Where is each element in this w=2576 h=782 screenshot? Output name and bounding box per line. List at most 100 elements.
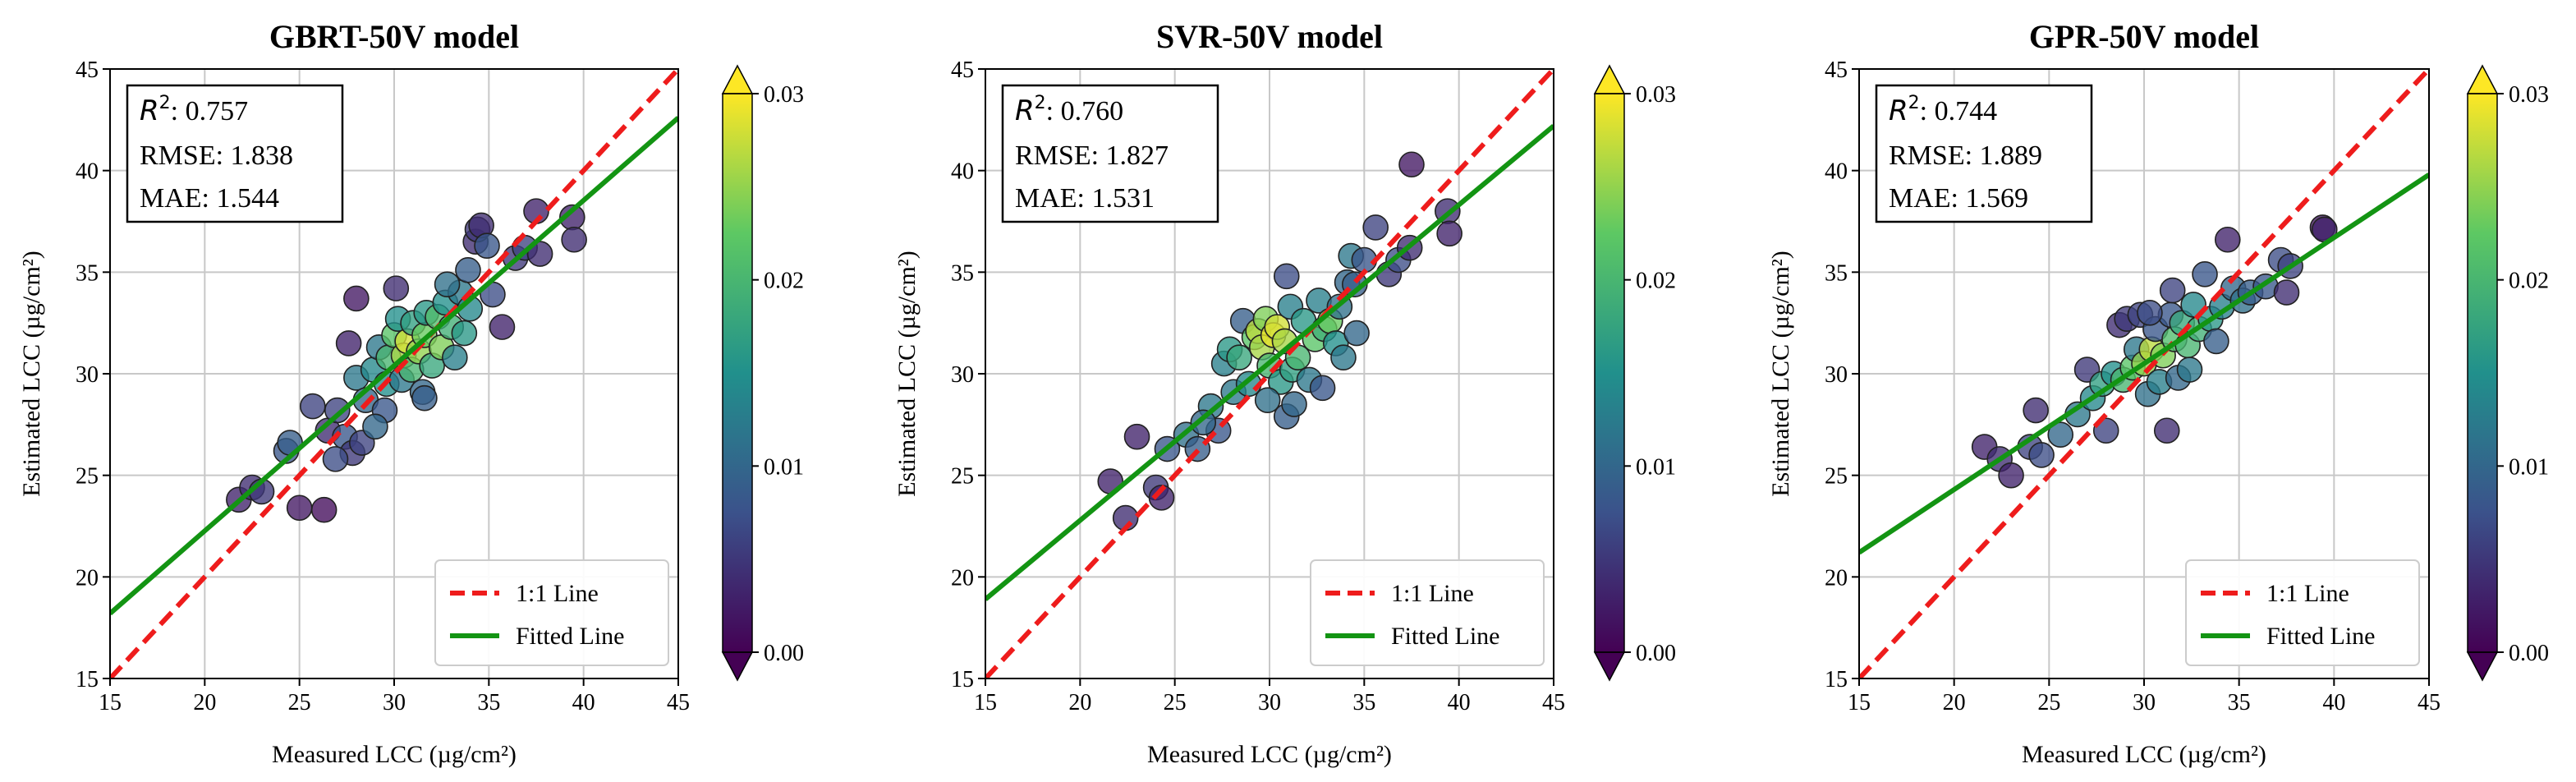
x-axis-label: Measured LCC (µg/cm²) [272,741,517,768]
x-tick-label: 30 [2133,690,2156,715]
legend-label-fitted: Fitted Line [2266,623,2375,650]
colorbar: 0.00 0.01 0.02 0.03 [721,64,804,682]
scatter-point [300,393,326,420]
scatter-point [310,496,337,523]
mae-value: MAE: 1.531 [1015,183,1155,214]
x-tick-label: 30 [383,690,406,715]
y-axis-label: Estimated LCC (µg/cm²) [893,251,921,497]
stats-box: R2: 0.760 RMSE: 1.827 MAE: 1.531 [1001,84,1219,223]
r2-superscript: 2 [159,93,171,113]
one-to-one-line [985,69,1554,678]
legend-label-one-to-one: 1:1 Line [516,580,599,607]
scatter-point [322,446,349,472]
scatter-point [1254,387,1281,413]
y-tick-label: 25 [1825,464,1848,490]
colorbar-tick-label: 0.01 [2509,454,2549,480]
scatter-point [2214,226,2241,253]
scatter-point [286,494,313,522]
y-tick-label: 45 [76,58,99,83]
reference-lines [1859,69,2429,678]
colorbar-extend-min [721,651,754,682]
rmse-value: RMSE: 1.838 [140,140,293,171]
scatter-point [2159,277,2186,304]
y-axis-label: Estimated LCC (µg/cm²) [1767,251,1794,497]
stats-box-frame [1875,84,2093,223]
colorbar-frame [722,93,753,653]
scatter-point [1343,320,1370,347]
colorbar-tick-label: 0.00 [764,641,804,666]
colorbar-tick-label: 0.02 [1636,269,1676,294]
y-tick-label: 35 [76,260,99,286]
mae-value: MAE: 1.544 [140,183,279,214]
colorbar-tick-label: 0.01 [764,454,804,480]
scatter-point [2047,421,2074,448]
scatter-point [383,275,410,301]
stats-box: R2: 0.744 RMSE: 1.889 MAE: 1.569 [1875,84,2093,223]
x-tick-label: 25 [288,690,311,715]
scatter-point [1436,220,1462,247]
colorbar-gradient [723,94,752,652]
scatter-point [451,320,478,347]
scatter-point [2273,279,2300,306]
colorbar-tick-label: 0.02 [764,269,804,294]
one-to-one-line [110,69,678,678]
legend-label-fitted: Fitted Line [1391,623,1499,650]
x-tick-label: 20 [193,690,216,715]
y-tick-label: 25 [76,464,99,490]
colorbar-extend-max [721,64,754,94]
scatter-point [474,232,500,259]
chart-title: GPR-50V model [2029,18,2259,55]
y-tick-label: 35 [951,260,974,286]
y-tick-label: 15 [951,667,974,692]
scatter-point [1148,485,1175,511]
scatter-point [1309,375,1336,402]
stats-box-frame [1001,84,1219,223]
chart-title: SVR-50V model [1156,18,1383,55]
legend: 1:1 Line Fitted Line [434,559,669,666]
scatter-point [2203,328,2229,355]
legend: 1:1 Line Fitted Line [1310,559,1545,666]
r2-number: : 0.744 [1920,96,1997,126]
x-tick-label: 15 [1848,690,1871,715]
legend-label-one-to-one: 1:1 Line [2266,580,2349,607]
y-axis-label: Estimated LCC (µg/cm²) [18,251,45,497]
r2-symbol: R [140,94,159,127]
scatter-points [1097,151,1462,531]
colorbar-gradient [2468,94,2497,652]
r2-value: R2: 0.744 [1889,93,1997,127]
scatter-point [434,271,461,297]
x-tick-label: 40 [1448,690,1471,715]
x-tick-label: 40 [572,690,595,715]
y-tick-label: 30 [951,362,974,388]
rmse-value: RMSE: 1.827 [1015,140,1169,171]
r2-value: R2: 0.757 [140,93,248,127]
y-tick-label: 45 [951,58,974,83]
scatter-point [1190,409,1217,436]
y-tick-label: 45 [1825,58,1848,83]
one-to-one-line [1859,69,2429,678]
scatter-point [2028,442,2055,468]
r2-symbol: R [1015,94,1035,127]
scatter-point [1273,263,1300,290]
x-tick-label: 35 [477,690,500,715]
x-tick-label: 45 [2418,690,2441,715]
x-tick-label: 15 [99,690,122,715]
legend-frame [434,559,669,666]
y-tick-label: 20 [76,565,99,591]
x-tick-label: 35 [1352,690,1375,715]
y-tick-label: 40 [951,159,974,185]
x-tick-label: 25 [1164,690,1187,715]
x-tick-label: 30 [1258,690,1281,715]
colorbar-frame [2467,93,2498,653]
fitted-line [1859,172,2429,555]
colorbar-tick-label: 0.00 [1636,641,1676,666]
y-tick-label: 30 [76,362,99,388]
scatter-point [343,285,370,312]
y-tick-label: 15 [76,667,99,692]
scatter-point [335,330,362,356]
colorbar-extend-max [2466,64,2499,94]
x-tick-label: 15 [974,690,997,715]
fitted-line [110,116,678,616]
scatter-point [561,226,587,253]
